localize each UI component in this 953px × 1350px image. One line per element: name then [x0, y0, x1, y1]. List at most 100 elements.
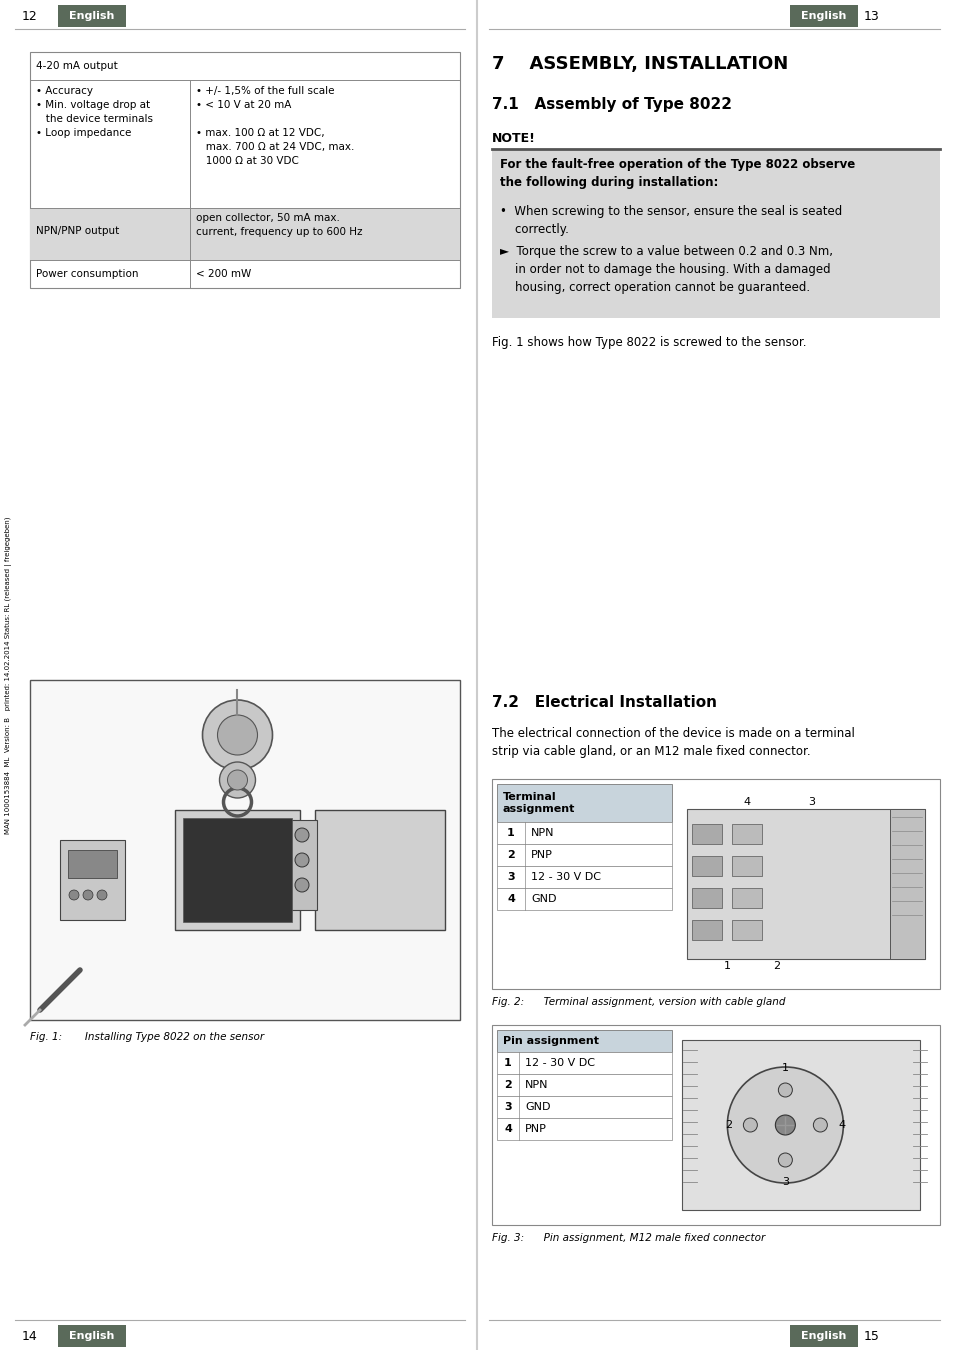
Bar — [889, 809, 924, 958]
Text: English: English — [801, 1331, 846, 1341]
Text: 1: 1 — [503, 1058, 512, 1068]
Circle shape — [294, 853, 309, 867]
Text: Fig. 2:      Terminal assignment, version with cable gland: Fig. 2: Terminal assignment, version wit… — [492, 998, 784, 1007]
Text: English: English — [70, 11, 114, 22]
Text: •  When screwing to the sensor, ensure the seal is seated
    correctly.: • When screwing to the sensor, ensure th… — [499, 205, 841, 236]
Bar — [497, 1075, 671, 1096]
Bar — [731, 824, 761, 844]
Bar — [497, 865, 671, 888]
Text: NPN: NPN — [524, 1080, 548, 1089]
Text: PNP: PNP — [531, 850, 553, 860]
Bar — [691, 888, 721, 909]
Text: 3: 3 — [507, 872, 515, 882]
Bar — [314, 810, 444, 930]
Text: 12 - 30 V DC: 12 - 30 V DC — [524, 1058, 595, 1068]
Bar — [492, 150, 939, 319]
Text: Fig. 1:       Installing Type 8022 on the sensor: Fig. 1: Installing Type 8022 on the sens… — [30, 1031, 264, 1042]
Bar — [789, 5, 857, 27]
Bar — [731, 856, 761, 876]
Text: English: English — [801, 11, 846, 22]
Circle shape — [227, 769, 247, 790]
Bar — [497, 1030, 671, 1052]
Circle shape — [775, 1115, 795, 1135]
Bar — [58, 1324, 126, 1347]
Text: 1: 1 — [722, 961, 730, 971]
Text: For the fault-free operation of the Type 8022 observe
the following during insta: For the fault-free operation of the Type… — [499, 158, 854, 189]
Text: 13: 13 — [863, 9, 879, 23]
Text: 1: 1 — [507, 828, 515, 838]
Circle shape — [83, 890, 92, 900]
Bar — [497, 888, 671, 910]
Circle shape — [97, 890, 107, 900]
Text: 4: 4 — [838, 1120, 845, 1130]
Bar — [497, 844, 671, 865]
Text: 12 - 30 V DC: 12 - 30 V DC — [531, 872, 600, 882]
Bar — [681, 1040, 919, 1210]
Text: Power consumption: Power consumption — [36, 269, 138, 279]
Text: 7    ASSEMBLY, INSTALLATION: 7 ASSEMBLY, INSTALLATION — [492, 55, 787, 73]
Text: 4: 4 — [507, 894, 515, 904]
Text: 2: 2 — [507, 850, 515, 860]
Bar — [287, 819, 316, 910]
Bar — [691, 824, 721, 844]
Circle shape — [726, 1066, 842, 1183]
Text: 15: 15 — [863, 1330, 879, 1342]
Bar — [731, 919, 761, 940]
Bar — [497, 1052, 671, 1075]
Text: 4: 4 — [742, 796, 750, 807]
Text: GND: GND — [531, 894, 556, 904]
Text: 2: 2 — [503, 1080, 512, 1089]
Text: PNP: PNP — [524, 1125, 546, 1134]
Bar — [497, 822, 671, 844]
Bar — [497, 1118, 671, 1139]
Text: 7.1   Assembly of Type 8022: 7.1 Assembly of Type 8022 — [492, 97, 731, 112]
Circle shape — [778, 1153, 792, 1166]
Bar — [789, 1324, 857, 1347]
Bar — [60, 840, 125, 919]
Text: open collector, 50 mA max.
current, frequency up to 600 Hz: open collector, 50 mA max. current, freq… — [195, 213, 362, 238]
Bar — [68, 850, 117, 878]
Text: • +/- 1,5% of the full scale
• < 10 V at 20 mA

• max. 100 Ω at 12 VDC,
   max. : • +/- 1,5% of the full scale • < 10 V at… — [195, 86, 354, 166]
Bar — [30, 53, 459, 288]
Bar — [686, 809, 924, 958]
Text: MAN 1000153884  ML  Version: B   printed: 14.02.2014 Status: RL (released | frei: MAN 1000153884 ML Version: B printed: 14… — [6, 516, 12, 834]
Bar — [58, 5, 126, 27]
Circle shape — [294, 878, 309, 892]
Circle shape — [217, 716, 257, 755]
Bar — [691, 856, 721, 876]
Text: 7.2   Electrical Installation: 7.2 Electrical Installation — [492, 695, 717, 710]
Text: NOTE!: NOTE! — [492, 132, 536, 144]
Text: Fig. 3:      Pin assignment, M12 male fixed connector: Fig. 3: Pin assignment, M12 male fixed c… — [492, 1233, 764, 1243]
Text: The electrical connection of the device is made on a terminal
strip via cable gl: The electrical connection of the device … — [492, 728, 854, 757]
Text: 3: 3 — [807, 796, 815, 807]
Text: NPN/PNP output: NPN/PNP output — [36, 225, 119, 236]
Text: 4-20 mA output: 4-20 mA output — [36, 61, 117, 72]
Bar — [497, 1096, 671, 1118]
Bar — [497, 784, 671, 822]
Bar — [174, 810, 299, 930]
Text: GND: GND — [524, 1102, 550, 1112]
Text: 1: 1 — [781, 1062, 788, 1073]
Bar — [30, 680, 459, 1021]
Circle shape — [778, 1083, 792, 1098]
Bar — [691, 919, 721, 940]
Text: Fig. 1 shows how Type 8022 is screwed to the sensor.: Fig. 1 shows how Type 8022 is screwed to… — [492, 336, 805, 350]
Text: 4: 4 — [503, 1125, 512, 1134]
Text: ►  Torque the screw to a value between 0.2 and 0.3 Nm,
    in order not to damag: ► Torque the screw to a value between 0.… — [499, 244, 832, 294]
Text: < 200 mW: < 200 mW — [195, 269, 251, 279]
Text: 3: 3 — [503, 1102, 511, 1112]
Text: 12: 12 — [22, 9, 38, 23]
Circle shape — [69, 890, 79, 900]
Text: 3: 3 — [781, 1177, 788, 1187]
Bar — [30, 208, 459, 261]
Bar — [183, 818, 292, 922]
Text: English: English — [70, 1331, 114, 1341]
Circle shape — [294, 828, 309, 842]
Bar — [731, 888, 761, 909]
Text: • Accuracy
• Min. voltage drop at
   the device terminals
• Loop impedance: • Accuracy • Min. voltage drop at the de… — [36, 86, 152, 138]
Circle shape — [219, 761, 255, 798]
Text: 2: 2 — [724, 1120, 731, 1130]
Text: Terminal
assignment: Terminal assignment — [502, 792, 575, 814]
Text: 14: 14 — [22, 1330, 38, 1342]
Circle shape — [202, 701, 273, 769]
